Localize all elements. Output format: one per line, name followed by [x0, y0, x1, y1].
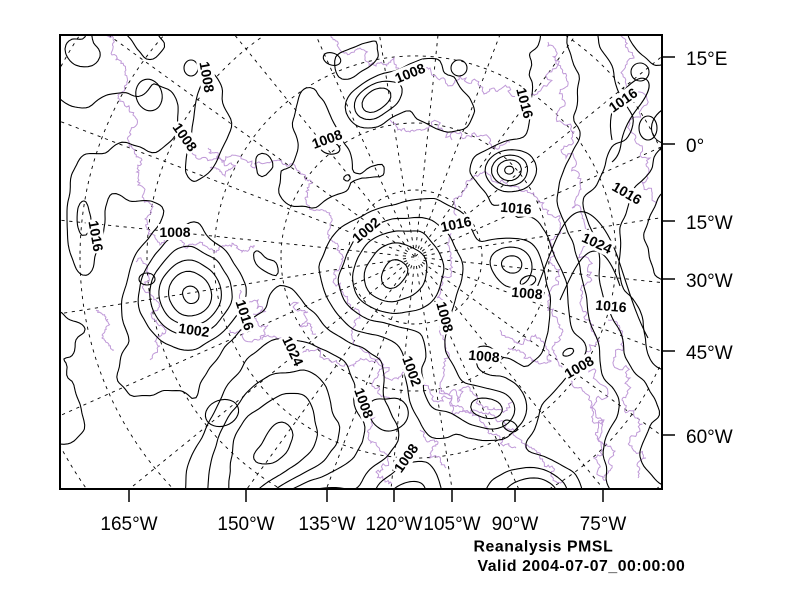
svg-text:75°W: 75°W — [580, 514, 627, 535]
svg-text:1008: 1008 — [393, 60, 428, 87]
svg-text:15°W: 15°W — [686, 213, 733, 234]
svg-text:15°E: 15°E — [686, 49, 727, 70]
svg-text:1002: 1002 — [399, 354, 425, 389]
svg-text:1016: 1016 — [85, 219, 106, 253]
svg-text:90°W: 90°W — [492, 514, 539, 535]
svg-text:1008: 1008 — [433, 300, 457, 334]
svg-text:150°W: 150°W — [217, 514, 274, 535]
svg-text:1008: 1008 — [511, 284, 544, 303]
svg-text:1016: 1016 — [439, 213, 473, 235]
svg-text:Valid 2004-07-07_00:00:00: Valid 2004-07-07_00:00:00 — [478, 558, 686, 575]
svg-text:105°W: 105°W — [423, 514, 480, 535]
svg-text:120°W: 120°W — [365, 514, 422, 535]
svg-text:1008: 1008 — [196, 60, 217, 94]
svg-text:135°W: 135°W — [298, 514, 355, 535]
svg-text:1008: 1008 — [351, 386, 377, 421]
svg-text:1016: 1016 — [500, 199, 533, 218]
svg-text:Reanalysis PMSL: Reanalysis PMSL — [474, 539, 614, 556]
svg-text:1016: 1016 — [595, 297, 628, 316]
svg-text:45°W: 45°W — [686, 343, 733, 364]
svg-text:1024: 1024 — [279, 334, 307, 369]
svg-text:165°W: 165°W — [100, 514, 157, 535]
svg-text:30°W: 30°W — [686, 271, 733, 292]
svg-text:1016: 1016 — [513, 86, 537, 120]
svg-text:0°: 0° — [686, 136, 704, 157]
svg-text:1024: 1024 — [580, 229, 615, 257]
svg-text:1008: 1008 — [468, 347, 501, 366]
svg-text:60°W: 60°W — [686, 427, 733, 448]
svg-text:1002: 1002 — [177, 320, 210, 340]
svg-text:1008: 1008 — [159, 224, 190, 240]
